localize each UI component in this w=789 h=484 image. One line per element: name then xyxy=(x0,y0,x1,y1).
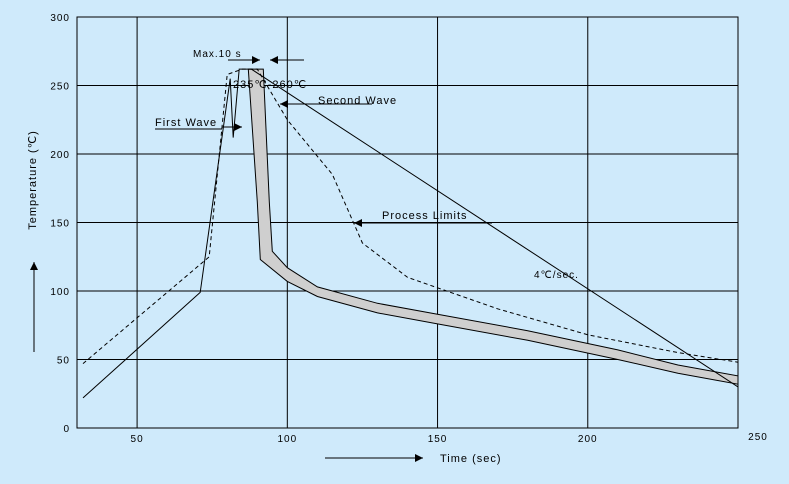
y-tick-100: 100 xyxy=(50,287,70,298)
y-tick-50: 50 xyxy=(57,356,70,367)
y-axis-label: Temperature (℃) xyxy=(27,130,39,230)
x-tick-100: 100 xyxy=(277,434,297,445)
annotation-cooling-rate: 4℃/sec. xyxy=(534,270,579,281)
annotation-process-limits: Process Limits xyxy=(382,210,468,222)
annotation-first-wave: First Wave xyxy=(155,117,217,129)
annotation-peak-range: 235℃-260℃ xyxy=(233,79,307,91)
x-tick-150: 150 xyxy=(428,434,448,445)
y-tick-250: 250 xyxy=(50,82,70,93)
annotation-second-wave: Second Wave xyxy=(318,95,397,107)
y-tick-300: 300 xyxy=(50,13,70,24)
y-tick-150: 150 xyxy=(50,219,70,230)
annotation-max-time: Max.10 s xyxy=(193,49,242,60)
x-tick-labels: 50 100 150 200 250 xyxy=(131,432,768,445)
second-wave-band xyxy=(247,68,739,385)
x-tick-250: 250 xyxy=(748,432,768,443)
x-tick-200: 200 xyxy=(578,434,598,445)
y-tick-0: 0 xyxy=(63,424,70,435)
x-axis-label: Time (sec) xyxy=(440,453,502,465)
x-tick-50: 50 xyxy=(131,434,144,445)
y-tick-labels: 0 50 100 150 200 250 300 xyxy=(50,13,70,435)
y-tick-200: 200 xyxy=(50,150,70,161)
